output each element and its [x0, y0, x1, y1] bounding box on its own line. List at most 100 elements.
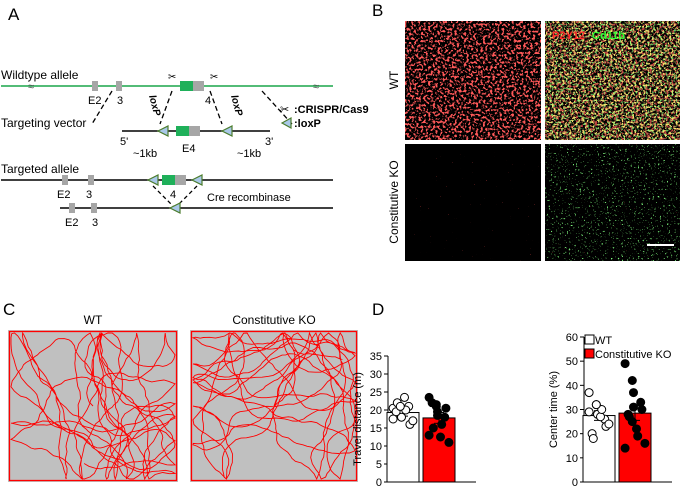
- exon-3: [91, 203, 97, 213]
- data-point: [627, 376, 637, 385]
- row-label-wt: WT: [387, 70, 401, 89]
- legend-swatch-wt: [584, 334, 595, 345]
- data-point: [640, 438, 650, 448]
- exon-3: [116, 81, 122, 91]
- data-point: [397, 412, 406, 422]
- stain-label-cd11b: Cd11b: [592, 30, 625, 42]
- data-point: [424, 430, 434, 440]
- data-point: [400, 392, 409, 402]
- micrograph-ko-merge-red: [545, 144, 680, 261]
- data-point: [395, 401, 405, 411]
- data-point: [591, 400, 601, 410]
- cut-marker-left: ≈: [28, 81, 34, 93]
- exon-label-4: 4: [205, 95, 211, 107]
- targeting-vector-label: Targeting vector: [1, 116, 86, 130]
- loxp-label: loxP: [146, 94, 162, 118]
- wildtype-allele-label: Wildtype allele: [1, 68, 79, 82]
- exon-label-e2: E2: [88, 95, 101, 107]
- exon-label-4: 4: [170, 189, 176, 201]
- immunostaining-panel: P2Y12 Cd11b WT Constitutive KO: [387, 21, 680, 261]
- exon-e2: [69, 203, 75, 213]
- y-tick-label: 20: [370, 405, 382, 417]
- data-point: [620, 359, 630, 369]
- data-point: [629, 402, 638, 412]
- data-point: [431, 400, 441, 410]
- exon-label-e2: E2: [65, 217, 78, 229]
- gene-targeting-diagram: Wildtype allele ≈ ≈ ✂ ✂ E2 3 4 loxP loxP…: [1, 68, 369, 229]
- exon-e2: [62, 175, 68, 185]
- y-tick-label: 35: [370, 351, 382, 363]
- panel-letter-c: C: [3, 300, 15, 319]
- loxp-icon: [280, 116, 292, 130]
- exon-label-e4: E4: [182, 143, 195, 155]
- scissors-icon: ✂: [280, 104, 289, 116]
- y-axis-label: Center time (%): [548, 371, 560, 448]
- homology-dash: [209, 90, 223, 125]
- panel-letter-b: B: [372, 1, 383, 20]
- data-point: [436, 432, 445, 442]
- loxp-label: loxP: [228, 94, 244, 118]
- exon-label-e2: E2: [57, 189, 70, 201]
- targeted-allele-label: Targeted allele: [1, 162, 79, 176]
- y-tick-label: 50: [566, 356, 578, 368]
- bar: [422, 417, 456, 483]
- track-ko: [190, 330, 358, 482]
- data-point: [632, 424, 641, 434]
- panel-letter-d: D: [372, 300, 384, 319]
- micrograph-wt-p2y12: [405, 21, 541, 140]
- data-point: [433, 410, 442, 420]
- arm-5-label: 5': [120, 136, 128, 148]
- y-tick-label: 20: [566, 429, 578, 441]
- data-point: [604, 419, 614, 429]
- homology-dash: [159, 90, 173, 125]
- data-point: [584, 407, 594, 417]
- y-tick-label: 0: [572, 477, 578, 487]
- loxp-icon: [190, 174, 203, 186]
- arm-size-right: ~1kb: [237, 148, 261, 160]
- data-point: [629, 388, 638, 398]
- y-tick-label: 25: [370, 387, 382, 399]
- y-tick-label: 30: [370, 369, 382, 381]
- y-tick-label: 30: [566, 405, 578, 417]
- track-border: [190, 330, 358, 482]
- legend-swatch-ko: [584, 348, 595, 359]
- track-path: [9, 331, 177, 481]
- legend-label-wt: WT: [595, 335, 612, 347]
- y-tick-label: 10: [566, 453, 578, 465]
- homology-dash: [91, 90, 113, 125]
- exon-3: [88, 175, 94, 185]
- data-point: [444, 437, 454, 447]
- track-wt: [8, 330, 178, 482]
- exon-4-utr: [175, 175, 186, 185]
- data-point: [584, 388, 594, 398]
- legend-loxp: :loxP: [294, 118, 321, 130]
- data-point: [428, 423, 438, 433]
- data-point: [408, 416, 418, 426]
- data-point: [633, 431, 643, 441]
- exon-e2: [92, 81, 98, 91]
- y-tick-label: 60: [566, 332, 578, 344]
- arm-size-left: ~1kb: [133, 148, 157, 160]
- y-tick-label: 40: [566, 380, 578, 392]
- stain-label-p2y12: P2Y12: [552, 30, 585, 42]
- data-point: [620, 443, 630, 453]
- exon-label-3: 3: [92, 217, 98, 229]
- scissors-icon: ✂: [210, 72, 218, 83]
- loxp-icon: [168, 202, 181, 214]
- row-label-ko: Constitutive KO: [387, 160, 401, 243]
- track-path: [191, 331, 357, 481]
- exon-4-coding: [176, 126, 189, 136]
- y-axis-label: Travel distance (m): [352, 372, 364, 466]
- loxp-icon: [220, 125, 233, 137]
- y-tick-label: 5: [376, 459, 382, 471]
- loxp-icon: [156, 125, 169, 137]
- chart-center-time: 0 10 20 30 40 50 60 Center time (%): [548, 332, 672, 487]
- arm-3-label: 3': [265, 136, 273, 148]
- data-point: [627, 417, 637, 427]
- micrograph-ko-p2y12: [405, 144, 541, 261]
- y-tick-label: 10: [370, 441, 382, 453]
- exon-label-3: 3: [117, 95, 123, 107]
- cut-marker-right: ≈: [313, 81, 319, 93]
